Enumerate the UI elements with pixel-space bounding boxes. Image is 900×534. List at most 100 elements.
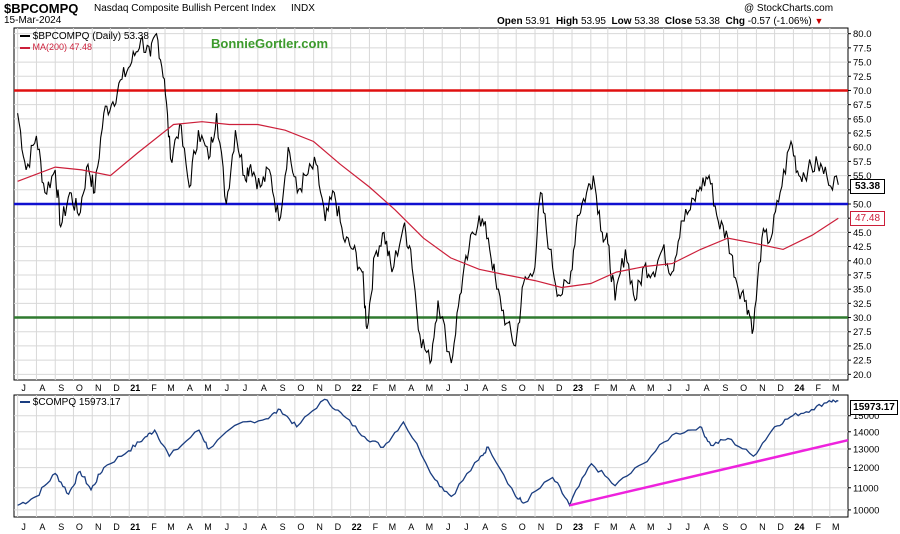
top-x-tick-label: A [187,383,193,393]
top-y-tick-label: 27.5 [853,327,872,338]
bottom-x-tick-label: A [187,522,193,532]
top-x-tick-label: O [519,383,526,393]
bottom-x-tick-label: J [686,522,691,532]
bottom-x-tick-label: F [594,522,600,532]
top-x-tick-label: A [261,383,267,393]
top-y-tick-label: 57.5 [853,157,872,168]
ma200-line [17,121,839,289]
index-name: Nasdaq Composite Bullish Percent Index [94,3,276,14]
top-x-tick-label: M [610,383,618,393]
top-y-tick-label: 40.0 [853,256,872,267]
compq-swatch [20,401,30,404]
bottom-y-tick-label: 10000 [853,505,879,516]
bottom-x-tick-label: M [426,522,434,532]
bottom-x-tick-label: 21 [130,522,140,532]
bottom-x-tick-label: J [21,522,26,532]
top-x-tick-label: O [740,383,747,393]
top-x-tick-label: M [426,383,434,393]
bottom-x-tick-label: 23 [573,522,583,532]
bottom-x-tick-label: O [740,522,747,532]
bottom-x-tick-label: M [832,522,840,532]
top-y-tick-label: 62.5 [853,129,872,140]
top-y-tick-label: 75.0 [853,58,872,69]
top-x-tick-label: D [113,383,120,393]
date-label: 15-Mar-2024 [4,15,62,26]
top-x-tick-label: F [373,383,379,393]
bottom-x-tick-label: N [316,522,323,532]
top-x-tick-label: 24 [794,383,804,393]
bottom-x-tick-label: O [519,522,526,532]
bottom-x-tick-label: F [815,522,821,532]
bottom-y-tick-label: 14000 [853,427,879,438]
top-x-tick-label: J [667,383,672,393]
bottom-x-tick-label: A [704,522,710,532]
top-x-tick-label: D [777,383,784,393]
top-y-tick-label: 20.0 [853,370,872,381]
top-y-tick-label: 50.0 [853,200,872,211]
bottom-x-tick-label: F [373,522,379,532]
bottom-x-tick-label: M [610,522,618,532]
bottom-x-tick-label: J [446,522,451,532]
bottom-y-tick-label: 12000 [853,463,879,474]
bottom-x-tick-label: M [167,522,175,532]
top-x-tick-label: A [408,383,414,393]
top-x-tick-label: 23 [573,383,583,393]
top-x-tick-label: N [538,383,545,393]
top-y-tick-label: 77.5 [853,43,872,54]
top-x-tick-label: 22 [352,383,362,393]
top-x-tick-label: S [58,383,64,393]
down-arrow-icon: ▼ [814,16,824,26]
compq-legend: $COMPQ 15973.17 [20,397,121,408]
top-x-tick-label: D [335,383,342,393]
top-x-tick-label: J [464,383,469,393]
top-x-tick-label: N [95,383,102,393]
top-y-tick-label: 45.0 [853,228,872,239]
top-x-tick-label: J [446,383,451,393]
bottom-x-tick-label: O [297,522,304,532]
top-x-tick-label: N [759,383,766,393]
top-x-tick-label: A [704,383,710,393]
bottom-x-tick-label: M [389,522,397,532]
top-y-tick-label: 22.5 [853,356,872,367]
top-y-tick-label: 35.0 [853,285,872,296]
top-x-tick-label: S [501,383,507,393]
bottom-y-tick-label: 11000 [853,483,879,494]
bottom-y-tick-label: 15000 [853,411,879,422]
bottom-x-tick-label: 24 [794,522,804,532]
compq-series-line [17,398,839,507]
top-x-tick-label: A [630,383,636,393]
bottom-x-tick-label: 22 [352,522,362,532]
bottom-x-tick-label: S [501,522,507,532]
top-x-tick-label: M [647,383,655,393]
top-x-tick-label: A [482,383,488,393]
top-x-tick-label: S [280,383,286,393]
top-x-tick-label: J [225,383,230,393]
top-y-tick-label: 60.0 [853,143,872,154]
bottom-panel-frame [13,394,849,518]
top-x-tick-label: M [204,383,212,393]
last-value-tag: 53.38 [850,179,885,194]
top-x-tick-label: D [556,383,563,393]
bottom-x-tick-label: D [113,522,120,532]
bottom-x-tick-label: J [225,522,230,532]
trendline [569,438,849,507]
bottom-x-tick-label: A [408,522,414,532]
top-y-tick-label: 55.0 [853,171,872,182]
bottom-x-tick-label: O [76,522,83,532]
bottom-x-tick-label: J [464,522,469,532]
compq-value-tag: 15973.17 [850,400,898,415]
top-x-tick-label: J [21,383,26,393]
top-x-tick-label: S [722,383,728,393]
top-x-tick-label: M [389,383,397,393]
bottom-x-tick-label: D [777,522,784,532]
ma-legend: MA(200) 47.48 [20,42,92,52]
top-x-tick-label: O [76,383,83,393]
top-y-tick-label: 80.0 [853,29,872,40]
top-x-tick-label: F [594,383,600,393]
top-x-tick-label: J [686,383,691,393]
top-y-tick-label: 32.5 [853,299,872,310]
bottom-x-tick-label: A [630,522,636,532]
watermark: @ StockCharts.com [744,3,834,14]
bottom-x-tick-label: M [204,522,212,532]
top-y-tick-label: 25.0 [853,341,872,352]
